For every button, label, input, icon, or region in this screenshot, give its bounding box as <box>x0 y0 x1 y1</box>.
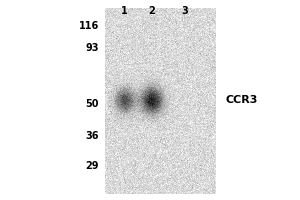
Text: 93: 93 <box>85 43 99 53</box>
Text: 1: 1 <box>121 6 128 16</box>
Text: 116: 116 <box>79 21 99 31</box>
Text: 3: 3 <box>181 6 188 16</box>
Text: 29: 29 <box>85 161 99 171</box>
Text: 36: 36 <box>85 131 99 141</box>
Text: CCR3: CCR3 <box>225 95 257 105</box>
Text: 2: 2 <box>148 6 155 16</box>
Text: 50: 50 <box>85 99 99 109</box>
